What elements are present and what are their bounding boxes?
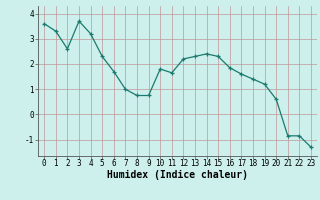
X-axis label: Humidex (Indice chaleur): Humidex (Indice chaleur) — [107, 170, 248, 180]
